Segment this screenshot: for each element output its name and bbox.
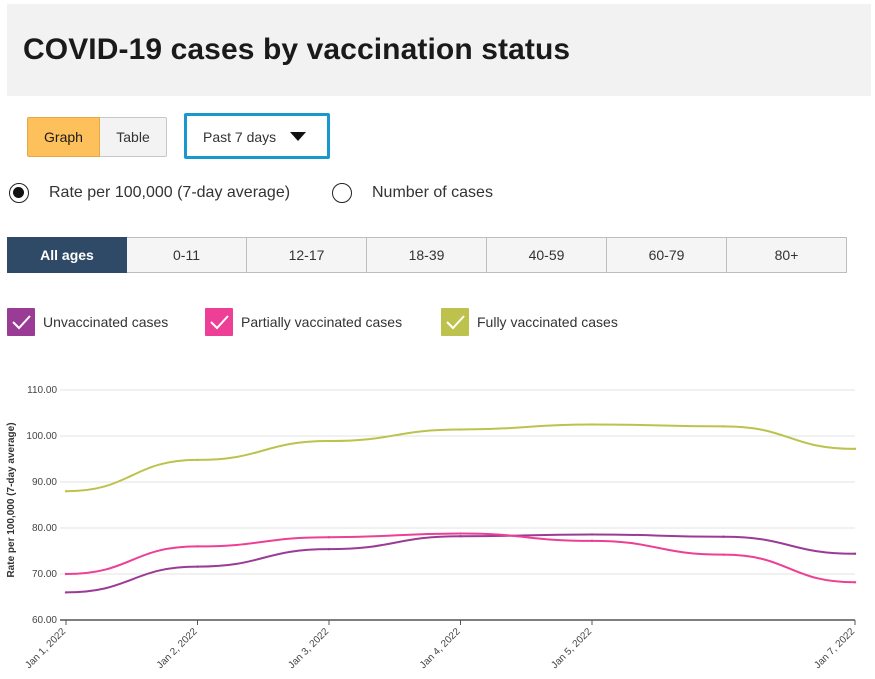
radio-checked-icon[interactable] [9, 183, 29, 203]
y-axis-label: Rate per 100,000 (7-day average) [6, 422, 17, 577]
checkbox-checked-icon[interactable] [441, 308, 469, 336]
age-tab-all-ages[interactable]: All ages [7, 237, 127, 273]
chart-grid [60, 389, 855, 621]
data-point [590, 423, 594, 426]
data-point [459, 535, 462, 538]
data-point [64, 490, 68, 493]
period-dropdown[interactable]: Past 7 days [184, 113, 330, 159]
rate-radio-label: Rate per 100,000 (7-day average) [49, 184, 291, 201]
y-tick-label: 60.00 [32, 615, 57, 626]
y-tick-label: 80.00 [32, 523, 57, 534]
data-point [853, 552, 857, 555]
y-tick-label: 70.00 [32, 569, 57, 580]
y-axis: 60.00 70.00 80.00 90.00 100.00 110.00 [26, 385, 57, 626]
data-point [64, 591, 68, 594]
legend-fully-vaccinated-label: Fully vaccinated cases [477, 314, 618, 330]
data-point [853, 447, 857, 451]
graph-view-button[interactable]: Graph [27, 117, 100, 157]
data-point [64, 572, 68, 576]
legend-partially-vaccinated-label: Partially vaccinated cases [241, 314, 403, 330]
y-tick-label: 90.00 [32, 477, 57, 488]
page-header: COVID-19 cases by vaccination status [7, 4, 871, 96]
series-line-fully-vaccinated-cases [65, 423, 856, 493]
count-radio-option[interactable]: Number of cases [332, 183, 493, 203]
data-point [196, 565, 199, 568]
x-tick-label: Jan 5, 2022 [549, 626, 594, 671]
data-point [590, 539, 594, 543]
x-tick-label: Jan 7, 2022 [812, 626, 857, 671]
legend-partially-vaccinated[interactable]: Partially vaccinated cases [205, 308, 402, 336]
legend-fully-vaccinated[interactable]: Fully vaccinated cases [441, 308, 618, 336]
age-group-tabs: All ages 0-11 12-17 18-39 40-59 60-79 80… [7, 237, 847, 273]
age-tab-12-17[interactable]: 12-17 [247, 237, 367, 273]
data-point [327, 547, 331, 551]
checkbox-checked-icon[interactable] [205, 308, 233, 336]
age-tab-18-39[interactable]: 18-39 [367, 237, 487, 273]
series-line-unvaccinated-cases [65, 533, 856, 594]
chevron-down-icon [290, 132, 306, 141]
x-tick-label: Jan 3, 2022 [286, 626, 331, 671]
data-point [459, 532, 462, 535]
data-point [722, 425, 725, 428]
legend-unvaccinated-label: Unvaccinated cases [43, 314, 169, 330]
age-tab-80-plus[interactable]: 80+ [727, 237, 847, 273]
data-point [590, 533, 594, 536]
x-tick-label: Jan 1, 2022 [23, 626, 68, 671]
chart-series [64, 423, 857, 594]
series-line-partially-vaccinated-cases [65, 532, 856, 584]
x-axis: Jan 1, 2022 Jan 2, 2022 Jan 3, 2022 Jan 4, … [23, 620, 857, 671]
view-toggle: Graph Table [27, 117, 167, 157]
data-point [853, 581, 857, 584]
count-radio-label: Number of cases [372, 184, 493, 201]
age-tab-0-11[interactable]: 0-11 [127, 237, 247, 273]
data-point [327, 439, 331, 443]
data-point [722, 535, 725, 538]
rate-radio-option[interactable]: Rate per 100,000 (7-day average) [9, 183, 290, 203]
data-point [327, 536, 331, 539]
age-tab-60-79[interactable]: 60-79 [607, 237, 727, 273]
y-tick-label: 110.00 [27, 385, 57, 396]
checkbox-checked-icon[interactable] [7, 308, 35, 336]
legend-unvaccinated[interactable]: Unvaccinated cases [7, 308, 168, 336]
x-tick-label: Jan 2, 2022 [155, 626, 200, 671]
table-view-button[interactable]: Table [100, 117, 167, 157]
page-title: COVID-19 cases by vaccination status [23, 33, 571, 66]
data-point [722, 553, 725, 556]
data-point [196, 545, 199, 548]
data-point [459, 428, 462, 431]
age-tab-40-59[interactable]: 40-59 [487, 237, 607, 273]
period-dropdown-value: Past 7 days [203, 129, 277, 145]
data-point [196, 458, 199, 462]
x-tick-label: Jan 4, 2022 [418, 626, 463, 671]
line-chart: 60.00 70.00 80.00 90.00 100.00 110.00 Jan 1, … [6, 385, 857, 671]
y-tick-label: 100.00 [26, 431, 57, 442]
radio-unchecked-icon[interactable] [332, 183, 352, 203]
